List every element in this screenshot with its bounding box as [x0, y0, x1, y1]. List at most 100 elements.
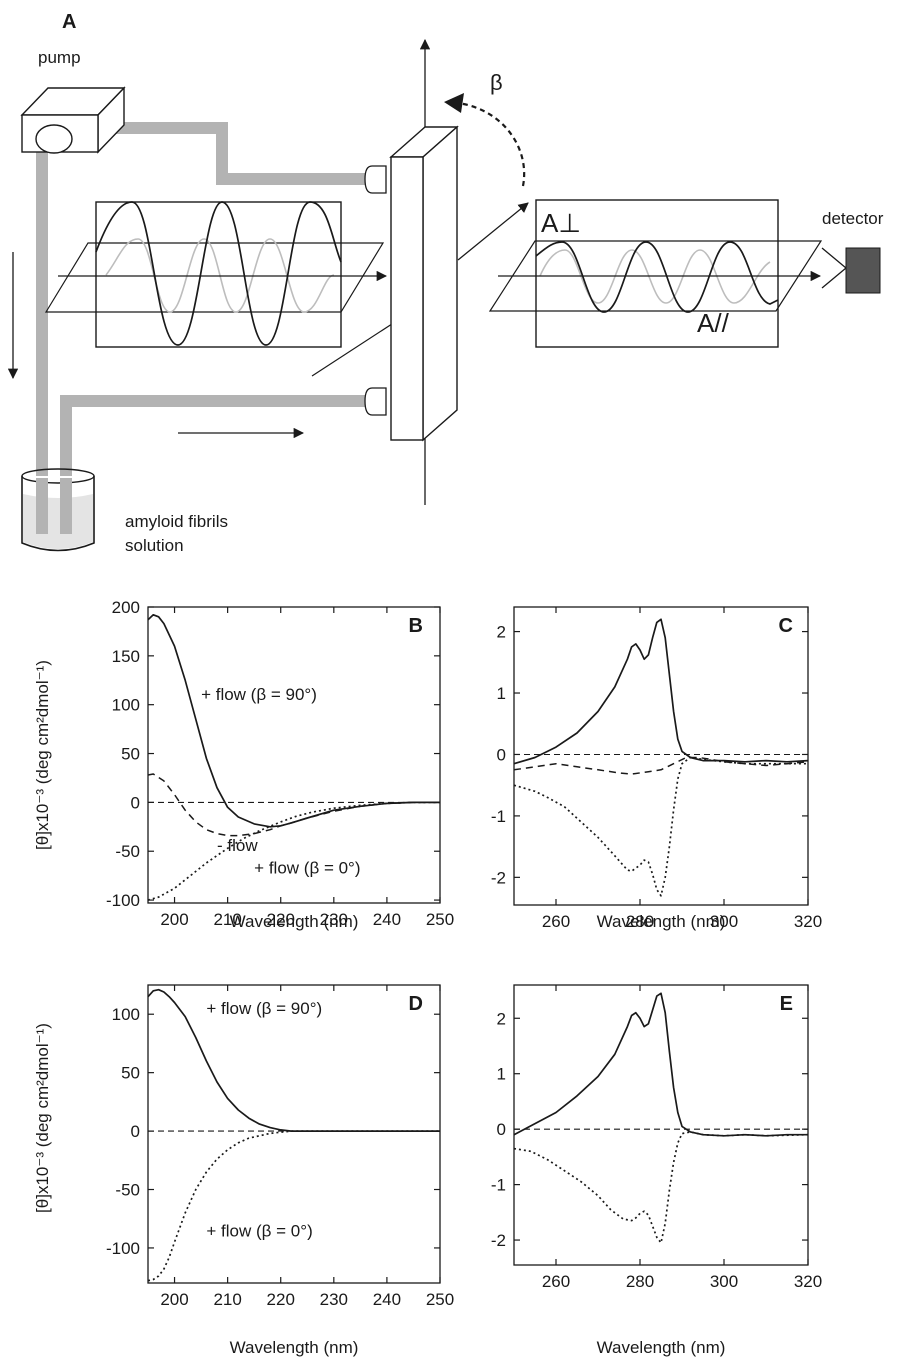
diagram-panel-label: A — [62, 11, 76, 33]
y-axis-title: [θ]x10⁻³ (deg cm²dmol⁻¹) — [33, 660, 52, 850]
x-tick-label: 230 — [320, 910, 348, 929]
x-tick-label: 200 — [160, 1290, 188, 1309]
y-tick-label: 0 — [497, 1120, 506, 1139]
polarization-analysis-box — [488, 199, 823, 348]
x-tick-label: 300 — [710, 1272, 738, 1291]
y-tick-label: 100 — [112, 1005, 140, 1024]
series-line-dotted — [147, 801, 440, 901]
x-axis-title: Wavelength (nm) — [230, 912, 359, 931]
x-tick-label: 260 — [542, 912, 570, 931]
curve-group — [147, 613, 440, 901]
upper-connector — [364, 165, 387, 194]
detector-icon — [845, 247, 881, 294]
curve-group — [513, 618, 809, 897]
series-line-solid — [147, 613, 440, 828]
tick-group: 260 280 300 320 -2 -1 0 1 2 — [491, 607, 822, 931]
plot-frame — [147, 984, 441, 1284]
x-tick-label: 220 — [267, 1290, 295, 1309]
solution-label-line2: solution — [125, 536, 184, 555]
y-tick-label: -1 — [491, 1176, 506, 1195]
annotation-label: + flow (β = 0°) — [254, 859, 360, 878]
x-axis-title: Wavelength (nm) — [597, 912, 726, 931]
a-parallel-label: A// — [697, 308, 730, 338]
series-line-dotted — [147, 1130, 440, 1282]
flow-setup-diagram: A pump amyloid fibrils solution — [7, 11, 884, 555]
x-tick-label: 320 — [794, 1272, 822, 1291]
x-tick-label: 280 — [626, 1272, 654, 1291]
x-tick-label: 240 — [373, 1290, 401, 1309]
pump-label: pump — [38, 48, 81, 67]
panel-label: C — [779, 615, 793, 637]
series-line-dashed — [147, 773, 440, 837]
series-line-dotted — [513, 1131, 809, 1244]
y-tick-label: -100 — [106, 1239, 140, 1258]
y-tick-label: 0 — [131, 1122, 140, 1141]
y-tick-label: 150 — [112, 647, 140, 666]
chart-panel-c: 260 280 300 320 -2 -1 0 1 2 C Wavelength (nm) — [491, 606, 822, 931]
tick-group: 260 280 300 320 -2 -1 0 1 2 — [491, 985, 822, 1291]
y-tick-label: 2 — [497, 623, 506, 642]
series-line-dashed — [513, 756, 809, 775]
x-tick-label: 260 — [542, 1272, 570, 1291]
x-axis-title: Wavelength (nm) — [230, 1338, 359, 1357]
rotation-beta-arrow — [457, 101, 526, 187]
detector-label: detector — [822, 209, 884, 228]
x-tick-label: 240 — [373, 910, 401, 929]
chart-panel-d: 200 210 220 230 240 250 -100 -50 0 50 100 + flow (… — [33, 984, 454, 1357]
series-line-solid — [513, 618, 809, 765]
curve-group — [147, 988, 440, 1282]
x-tick-label: 220 — [267, 910, 295, 929]
x-tick-label: 200 — [160, 910, 188, 929]
annotation-group: + flow (β = 90°) + flow (β = 0°) — [206, 999, 322, 1240]
y-tick-label: -2 — [491, 1231, 506, 1250]
y-tick-label: 1 — [497, 684, 506, 703]
x-tick-label: 250 — [426, 910, 454, 929]
x-tick-label: 300 — [710, 912, 738, 931]
annotation-label: + flow (β = 90°) — [206, 999, 322, 1018]
annotation-label: + flow (β = 90°) — [201, 685, 317, 704]
annotation-group: + flow (β = 90°) - flow + flow (β = 0°) — [201, 685, 360, 878]
rotation-beta-arrowhead — [444, 93, 464, 113]
plot-frame — [513, 984, 809, 1266]
annotation-label: - flow — [217, 836, 258, 855]
y-tick-label: 100 — [112, 696, 140, 715]
series-line-solid — [513, 992, 808, 1137]
x-tick-label: 320 — [794, 912, 822, 931]
y-tick-label: -100 — [106, 891, 140, 910]
y-tick-label: -50 — [115, 1181, 140, 1200]
annotation-label: + flow (β = 0°) — [206, 1221, 312, 1240]
y-axis-title: [θ]x10⁻³ (deg cm²dmol⁻¹) — [33, 1023, 52, 1213]
x-tick-label: 250 — [426, 1290, 454, 1309]
flow-cell — [389, 125, 459, 442]
series-line-dotted — [513, 756, 808, 897]
x-tick-label: 210 — [213, 910, 241, 929]
y-tick-label: -50 — [115, 842, 140, 861]
y-tick-label: -2 — [491, 868, 506, 887]
lower-connector — [364, 387, 387, 416]
solution-label-line1: amyloid fibrils — [125, 512, 228, 531]
y-tick-label: 1 — [497, 1065, 506, 1084]
x-tick-label: 210 — [213, 1290, 241, 1309]
beta-label: β — [490, 70, 503, 95]
chart-panel-b: 200 210 220 230 240 250 -100 -50 0 50 100 150 200 + … — [33, 598, 454, 931]
pump — [20, 86, 126, 154]
x-axis-title: Wavelength (nm) — [597, 1338, 726, 1357]
y-tick-label: 0 — [131, 793, 140, 812]
sample-plane-line — [311, 321, 396, 377]
x-tick-label: 280 — [626, 912, 654, 931]
plot-frame — [513, 606, 809, 906]
panel-label: E — [780, 993, 793, 1015]
a-perpendicular-label: A⊥ — [541, 208, 581, 238]
y-tick-label: 50 — [121, 745, 140, 764]
panel-label: D — [409, 993, 423, 1015]
transmitted-beam-arrow — [457, 202, 529, 261]
detector-funnel — [821, 247, 848, 289]
y-tick-label: 50 — [121, 1064, 140, 1083]
x-tick-label: 230 — [320, 1290, 348, 1309]
incident-light-box — [44, 201, 388, 348]
chart-panel-e: 260 280 300 320 -2 -1 0 1 2 E Wavelength (nm) — [491, 984, 822, 1357]
y-tick-label: -1 — [491, 807, 506, 826]
beaker — [21, 468, 95, 552]
plot-frame — [147, 606, 441, 904]
